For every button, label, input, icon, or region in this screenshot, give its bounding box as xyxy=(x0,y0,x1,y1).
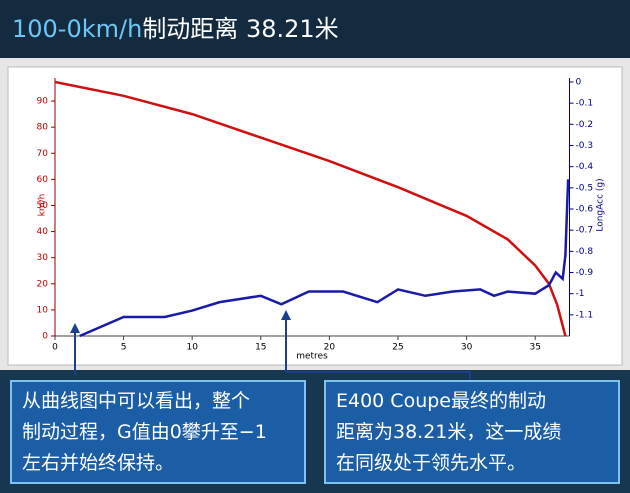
y-axis-label: km/h xyxy=(38,194,48,217)
x-tick-label: 25 xyxy=(392,343,403,353)
note-line: 从曲线图中可以看出，整个 xyxy=(22,390,251,412)
pointer-right xyxy=(285,312,471,380)
x-axis-label: metres xyxy=(296,352,328,362)
y2-tick-label: -0.2 xyxy=(576,120,594,130)
note-line: 左右并始终保持。 xyxy=(22,452,175,474)
note-right: E400 Coupe最终的制动 距离为38.21米，这一成绩 在同级处于领先水平… xyxy=(324,380,620,484)
note-line: 在同级处于领先水平。 xyxy=(336,452,527,474)
pointer-lines xyxy=(74,312,471,380)
y-tick-label: 70 xyxy=(37,149,49,159)
data-line xyxy=(54,80,567,337)
y-tick-label: 0 xyxy=(42,332,48,342)
pointer-arrow xyxy=(281,310,291,320)
y-tick-label: 90 xyxy=(37,97,49,107)
y2-tick-label: -0.8 xyxy=(576,247,594,257)
x-tick-label: 20 xyxy=(324,343,336,353)
y-tick-label: 30 xyxy=(37,253,49,263)
note-line: E400 Coupe最终的制动 xyxy=(336,390,546,412)
title-bar xyxy=(0,0,630,58)
title-rest: 制动距离 38.21米 xyxy=(142,15,338,43)
x-tick-label: 0 xyxy=(52,343,58,353)
x-tick-label: 10 xyxy=(186,343,198,353)
x-tick-label: 15 xyxy=(255,343,266,353)
y2-tick-label: -0.4 xyxy=(576,162,594,172)
data-line xyxy=(79,179,570,338)
chart-title: 100-0km/h制动距离 38.21米 xyxy=(12,15,339,43)
y2-tick-label: -1 xyxy=(576,289,585,299)
note-left: 从曲线图中可以看出，整个 制动过程，G值由0攀升至−1 左右并始终保持。 xyxy=(10,380,306,484)
y-tick-label: 40 xyxy=(37,227,49,237)
y2-axis-label: LongAcc (g) xyxy=(596,178,606,231)
note-line: 制动过程，G值由0攀升至−1 xyxy=(22,421,267,443)
y2-tick-label: 0 xyxy=(576,78,582,88)
x-tick-label: 35 xyxy=(529,343,540,353)
title-highlight: 100-0km/h xyxy=(12,15,142,43)
y2-tick-label: -0.9 xyxy=(576,268,594,278)
y2-tick-label: -0.6 xyxy=(576,205,594,215)
y-tick-label: 80 xyxy=(37,123,49,133)
x-tick-label: 30 xyxy=(461,343,473,353)
x-tick-label: 5 xyxy=(121,343,127,353)
y2-tick-label: -0.7 xyxy=(576,226,594,236)
y2-tick-label: -0.1 xyxy=(576,99,594,109)
y-tick-label: 60 xyxy=(37,175,49,185)
chart-panel xyxy=(7,66,623,366)
y-tick-label: 20 xyxy=(37,279,49,289)
y2-tick-label: -1.1 xyxy=(576,310,594,320)
pointer-arrow xyxy=(70,323,80,333)
note-line: 距离为38.21米，这一成绩 xyxy=(336,421,562,443)
y2-tick-label: -0.5 xyxy=(576,183,594,193)
y2-tick-label: -0.3 xyxy=(576,141,594,151)
y-tick-label: 50 xyxy=(37,201,49,211)
y-tick-label: 10 xyxy=(37,305,49,315)
